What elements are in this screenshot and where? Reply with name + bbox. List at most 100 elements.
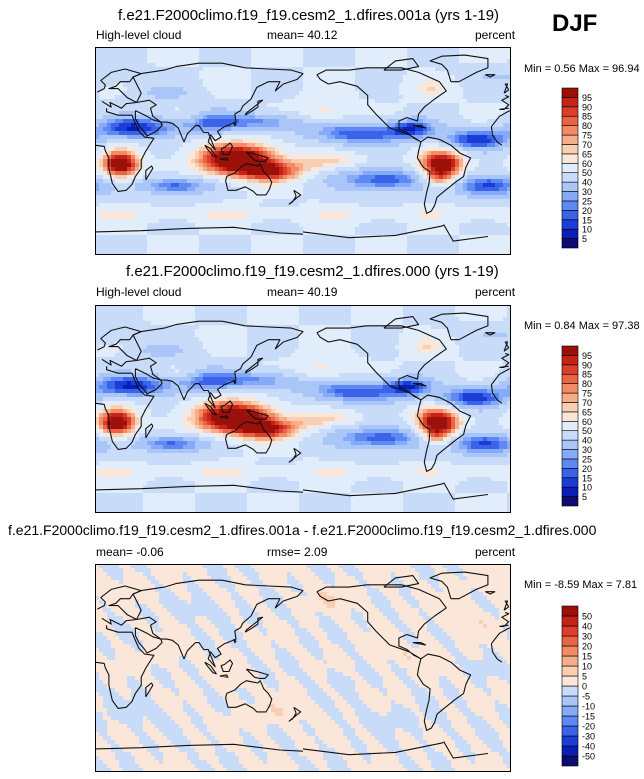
colorbar-swatch [562,182,578,191]
panel-3-colorbar: -50-40-30-20-15-10-505101520304050 [560,604,610,769]
panel-2-colorbar: 5101520253040506065707580859095 [560,344,610,509]
colorbar-tick-label: 30 [582,445,592,455]
colorbar-tick-label: 0 [582,682,587,692]
colorbar-tick-label: 75 [582,131,592,141]
colorbar-swatch [562,636,578,646]
colorbar-tick-label: 40 [582,436,592,446]
panel-1-mean-label: mean= 40.12 [267,28,337,42]
colorbar-tick-label: 20 [582,642,592,652]
colorbar-tick-label: 90 [582,360,592,370]
colorbar-tick-label: 40 [582,622,592,632]
panel-3-units-label: percent [475,545,515,559]
colorbar-tick-label: 15 [582,652,592,662]
colorbar-tick-label: 95 [582,351,592,361]
colorbar-tick-label: -30 [582,732,595,742]
colorbar-swatch [562,374,578,383]
colorbar-tick-label: 65 [582,149,592,159]
map-field [95,305,511,513]
colorbar-tick-label: -40 [582,742,595,752]
colorbar-swatch [562,412,578,421]
panel-2-minmax: Min = 0.84 Max = 97.38 [524,320,640,332]
panel-1-map [95,47,511,255]
colorbar-tick-label: 80 [582,379,592,389]
panel-1-colorbar: 5101520253040506065707580859095 [560,86,610,251]
colorbar-swatch [562,163,578,172]
colorbar-swatch [562,656,578,666]
colorbar-swatch [562,229,578,238]
colorbar-swatch [562,468,578,477]
colorbar-swatch [562,497,578,506]
colorbar-tick-label: 50 [582,426,592,436]
panel-2-units-label: percent [475,285,515,299]
colorbar-swatch [562,346,578,355]
colorbar-tick-label: 5 [582,492,587,502]
colorbar-tick-label: 10 [582,483,592,493]
colorbar-swatch [562,239,578,248]
colorbar-tick-label: 10 [582,662,592,672]
colorbar-tick-label: -20 [582,722,595,732]
colorbar-tick-label: 15 [582,215,592,225]
panel-3-mean-label: mean= -0.06 [96,545,164,559]
colorbar-tick-label: 70 [582,140,592,150]
colorbar-swatch [562,144,578,153]
colorbar-swatch [562,355,578,364]
colorbar-swatch [562,210,578,219]
colorbar-swatch [562,440,578,449]
panel-3-map [95,564,511,772]
colorbar-tick-label: 95 [582,93,592,103]
map-field [95,564,511,772]
colorbar-tick-label: 85 [582,112,592,122]
colorbar-swatch [562,676,578,686]
colorbar-tick-label: -5 [582,692,590,702]
colorbar-swatch [562,686,578,696]
colorbar-swatch [562,365,578,374]
colorbar-swatch [562,450,578,459]
colorbar-swatch [562,706,578,716]
colorbar-swatch [562,616,578,626]
colorbar-tick-label: 65 [582,407,592,417]
colorbar-tick-label: -50 [582,752,595,762]
panel-3-title: f.e21.F2000climo.f19_f19.cesm2_1.dfires.… [8,522,596,538]
colorbar-swatch [562,696,578,706]
panel-3-rmse-label: rmse= 2.09 [267,545,327,559]
colorbar-tick-label: 60 [582,417,592,427]
colorbar-swatch [562,626,578,636]
colorbar-swatch [562,756,578,766]
panel-2-mean-label: mean= 40.19 [267,285,337,299]
colorbar-swatch [562,736,578,746]
colorbar-swatch [562,173,578,182]
colorbar-swatch [562,726,578,736]
colorbar-swatch [562,478,578,487]
colorbar-tick-label: 75 [582,389,592,399]
colorbar-tick-label: 25 [582,454,592,464]
colorbar-swatch [562,393,578,402]
panel-2-variable-label: High-level cloud [96,285,181,299]
colorbar-swatch [562,220,578,229]
colorbar-swatch [562,201,578,210]
panel-1-minmax: Min = 0.56 Max = 96.94 [524,63,640,75]
colorbar-tick-label: 25 [582,196,592,206]
colorbar-swatch [562,666,578,676]
map-field [95,47,511,255]
colorbar-swatch [562,487,578,496]
colorbar-swatch [562,384,578,393]
panel-1-title: f.e21.F2000climo.f19_f19.cesm2_1.dfires.… [118,7,499,24]
colorbar-tick-label: 5 [582,672,587,682]
colorbar-tick-label: 50 [582,168,592,178]
colorbar-swatch [562,459,578,468]
colorbar-tick-label: 50 [582,612,592,622]
colorbar-swatch [562,402,578,411]
season-label: DJF [552,10,597,38]
colorbar-tick-label: 15 [582,473,592,483]
colorbar-tick-label: 80 [582,121,592,131]
colorbar-tick-label: 60 [582,159,592,169]
colorbar-swatch [562,88,578,97]
colorbar-swatch [562,646,578,656]
colorbar-swatch [562,154,578,163]
colorbar-tick-label: -10 [582,702,595,712]
colorbar-tick-label: 30 [582,632,592,642]
colorbar-swatch [562,135,578,144]
panel-1-variable-label: High-level cloud [96,28,181,42]
colorbar-swatch [562,126,578,135]
colorbar-swatch [562,116,578,125]
